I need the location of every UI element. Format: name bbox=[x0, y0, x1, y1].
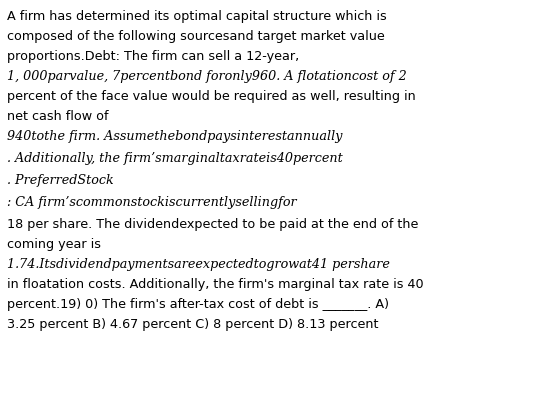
Text: coming year is: coming year is bbox=[7, 238, 101, 251]
Text: percent of the face value would be required as well, resulting in: percent of the face value would be requi… bbox=[7, 90, 416, 103]
Text: 18 per share. The dividendexpected to be paid at the end of the: 18 per share. The dividendexpected to be… bbox=[7, 218, 418, 231]
Text: 940tothe firm. Assumethebondpaysinterestannually: 940tothe firm. Assumethebondpaysinterest… bbox=[7, 130, 343, 143]
Text: : CA firm’scommonstockiscurrentlysellingfor: : CA firm’scommonstockiscurrentlyselling… bbox=[7, 196, 297, 209]
Text: . PreferredStock: . PreferredStock bbox=[7, 174, 114, 187]
Text: 1.74.Itsdividendpaymentsareexpectedtogrowat41 pershare: 1.74.Itsdividendpaymentsareexpectedtogro… bbox=[7, 258, 390, 271]
Text: 3.25 percent B) 4.67 percent C) 8 percent D) 8.13 percent: 3.25 percent B) 4.67 percent C) 8 percen… bbox=[7, 318, 378, 331]
Text: . Additionally, the firm’smarginaltaxrateis40percent: . Additionally, the firm’smarginaltaxrat… bbox=[7, 152, 343, 165]
Text: proportions.Debt: The firm can sell a 12-year,: proportions.Debt: The firm can sell a 12… bbox=[7, 50, 299, 63]
Text: percent.19) 0) The firm's after-tax cost of debt is _______. A): percent.19) 0) The firm's after-tax cost… bbox=[7, 298, 389, 311]
Text: net cash flow of: net cash flow of bbox=[7, 110, 108, 123]
Text: in floatation costs. Additionally, the firm's marginal tax rate is 40: in floatation costs. Additionally, the f… bbox=[7, 278, 424, 291]
Text: 1, 000parvalue, 7percentbond foronly960. A flotationcost of 2: 1, 000parvalue, 7percentbond foronly960.… bbox=[7, 70, 407, 83]
Text: A firm has determined its optimal capital structure which is: A firm has determined its optimal capita… bbox=[7, 10, 387, 23]
Text: composed of the following sourcesand target market value: composed of the following sourcesand tar… bbox=[7, 30, 385, 43]
